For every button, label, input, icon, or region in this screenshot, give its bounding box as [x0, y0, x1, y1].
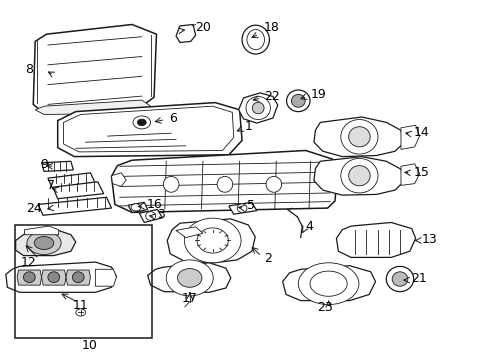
Polygon shape	[35, 100, 150, 114]
Text: 4: 4	[305, 220, 313, 233]
Ellipse shape	[391, 272, 407, 286]
Ellipse shape	[184, 218, 241, 263]
Text: 15: 15	[412, 166, 428, 179]
Polygon shape	[238, 93, 277, 123]
Polygon shape	[111, 150, 337, 212]
Polygon shape	[176, 24, 195, 42]
Text: 20: 20	[195, 21, 211, 33]
Ellipse shape	[246, 30, 264, 50]
Polygon shape	[33, 24, 156, 113]
Polygon shape	[167, 219, 255, 263]
Ellipse shape	[27, 231, 61, 255]
Polygon shape	[313, 117, 403, 157]
Ellipse shape	[340, 120, 377, 154]
Ellipse shape	[217, 176, 232, 192]
Polygon shape	[95, 269, 116, 286]
Ellipse shape	[34, 237, 54, 249]
Text: 11: 11	[73, 299, 88, 312]
Text: 13: 13	[421, 233, 436, 246]
Ellipse shape	[72, 272, 84, 283]
Ellipse shape	[197, 228, 228, 253]
Polygon shape	[139, 210, 162, 222]
Text: 18: 18	[264, 21, 279, 33]
Bar	[15, 225, 151, 338]
Ellipse shape	[340, 158, 377, 193]
Polygon shape	[41, 270, 66, 285]
Polygon shape	[176, 227, 203, 238]
Ellipse shape	[177, 269, 202, 287]
Text: 6: 6	[168, 112, 176, 125]
Ellipse shape	[348, 127, 369, 147]
Text: 16: 16	[146, 198, 162, 211]
Polygon shape	[147, 263, 230, 292]
Ellipse shape	[137, 119, 146, 126]
Ellipse shape	[23, 272, 35, 283]
Ellipse shape	[242, 25, 269, 54]
Ellipse shape	[252, 102, 264, 114]
Text: 19: 19	[310, 88, 325, 101]
Text: 12: 12	[21, 256, 37, 269]
Text: 1: 1	[244, 120, 252, 132]
Polygon shape	[282, 266, 375, 301]
Ellipse shape	[166, 260, 213, 296]
Polygon shape	[38, 197, 111, 215]
Polygon shape	[336, 222, 415, 257]
Ellipse shape	[131, 204, 141, 211]
Text: 3: 3	[157, 208, 165, 221]
Text: 7: 7	[47, 179, 55, 192]
Text: 2: 2	[264, 252, 271, 265]
Polygon shape	[400, 164, 419, 185]
Polygon shape	[328, 166, 339, 177]
Polygon shape	[24, 226, 59, 235]
Ellipse shape	[298, 263, 358, 305]
Text: 8: 8	[25, 63, 33, 76]
Polygon shape	[400, 125, 419, 149]
Text: 24: 24	[26, 202, 41, 215]
Polygon shape	[313, 157, 403, 195]
Text: 9: 9	[40, 158, 48, 171]
Ellipse shape	[348, 166, 369, 186]
Polygon shape	[66, 270, 90, 285]
Ellipse shape	[245, 96, 270, 120]
Text: 10: 10	[81, 339, 97, 352]
Ellipse shape	[309, 271, 346, 296]
Polygon shape	[53, 182, 103, 199]
Ellipse shape	[133, 116, 150, 129]
Polygon shape	[128, 202, 147, 212]
Polygon shape	[16, 230, 76, 256]
Text: 17: 17	[182, 292, 197, 305]
Ellipse shape	[48, 272, 60, 283]
Ellipse shape	[76, 309, 85, 316]
Text: 23: 23	[317, 301, 332, 314]
Ellipse shape	[386, 266, 413, 292]
Ellipse shape	[291, 94, 305, 107]
Polygon shape	[58, 103, 242, 157]
Polygon shape	[6, 262, 116, 292]
Text: 21: 21	[410, 273, 426, 285]
Ellipse shape	[265, 176, 281, 192]
Ellipse shape	[286, 90, 309, 112]
Ellipse shape	[237, 204, 246, 212]
Text: 14: 14	[412, 126, 428, 139]
Ellipse shape	[163, 176, 179, 192]
Polygon shape	[17, 270, 41, 285]
Text: 22: 22	[264, 90, 279, 103]
Polygon shape	[111, 173, 126, 186]
Polygon shape	[228, 202, 256, 214]
Text: 5: 5	[246, 199, 254, 212]
Polygon shape	[48, 173, 95, 189]
Polygon shape	[41, 161, 73, 171]
Ellipse shape	[145, 212, 155, 220]
